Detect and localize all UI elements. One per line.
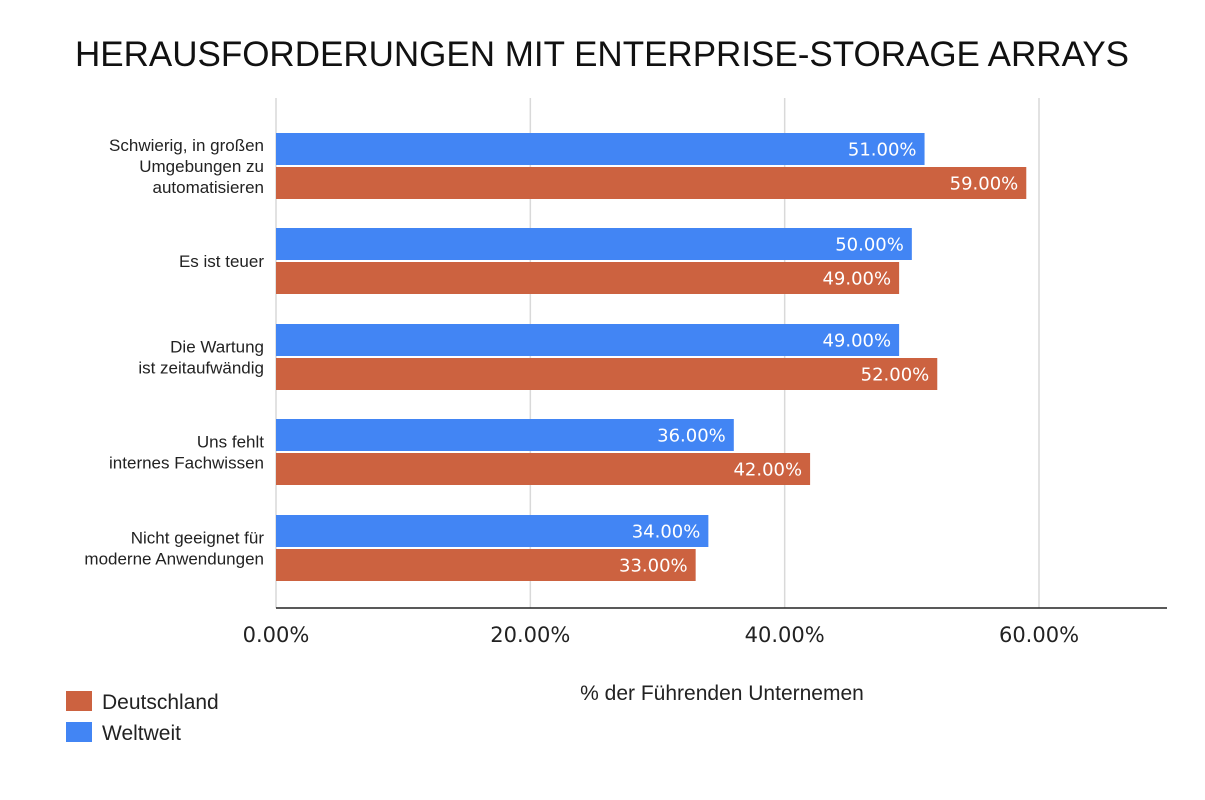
bar-deutschland-5 <box>276 549 696 581</box>
bar-weltweit-3 <box>276 324 900 356</box>
bar-weltweit-2 <box>276 228 912 260</box>
x-tick-labels: 0.00% 20.00% 40.00% 60.00% <box>243 623 1079 647</box>
data-label: 51.00% <box>848 140 917 161</box>
x-tick-label: 40.00% <box>745 623 825 647</box>
x-tick-label: 20.00% <box>490 623 570 647</box>
chart-title: HERAUSFORDERUNGEN MIT ENTERPRISE-STORAGE… <box>75 35 1129 74</box>
bar-deutschland-2 <box>276 262 900 294</box>
legend: Deutschland Weltweit <box>66 691 219 745</box>
legend-swatch-weltweit <box>66 722 92 742</box>
bar-deutschland-3 <box>276 358 938 390</box>
bar-weltweit-4 <box>276 419 734 451</box>
category-label: Schwierig, in großen <box>109 136 264 155</box>
category-label: Umgebungen zu <box>139 157 264 176</box>
data-label: 42.00% <box>733 460 802 481</box>
x-axis-title: % der Führenden Unternemen <box>580 682 864 705</box>
bar-weltweit-1 <box>276 133 925 165</box>
data-label: 49.00% <box>822 269 891 290</box>
legend-label-deutschland: Deutschland <box>102 691 219 714</box>
category-labels: Schwierig, in großen Umgebungen zu automat… <box>84 136 264 569</box>
bar-deutschland-4 <box>276 453 811 485</box>
bars: 51.00% 59.00% 50.00% 49.00% 49.00% 52.00% 36.0… <box>276 133 1027 581</box>
data-label: 59.00% <box>950 174 1019 195</box>
category-label: moderne Anwendungen <box>84 550 264 569</box>
legend-label-weltweit: Weltweit <box>102 722 181 745</box>
x-tick-label: 0.00% <box>243 623 310 647</box>
category-label: Nicht geeignet für <box>131 529 265 548</box>
data-label: 36.00% <box>657 426 726 447</box>
data-label: 49.00% <box>822 331 891 352</box>
bar-weltweit-5 <box>276 515 709 547</box>
category-label: Es ist teuer <box>179 252 264 271</box>
data-label: 50.00% <box>835 235 904 256</box>
category-label: internes Fachwissen <box>109 454 264 473</box>
category-label: Uns fehlt <box>197 433 264 452</box>
legend-swatch-deutschland <box>66 691 92 711</box>
category-label: Die Wartung <box>170 338 264 357</box>
x-tick-label: 60.00% <box>999 623 1079 647</box>
category-label: automatisieren <box>152 178 264 197</box>
data-label: 52.00% <box>861 365 930 386</box>
data-label: 33.00% <box>619 556 688 577</box>
data-label: 34.00% <box>632 522 701 543</box>
bar-deutschland-1 <box>276 167 1027 199</box>
category-label: ist zeitaufwändig <box>138 359 264 378</box>
